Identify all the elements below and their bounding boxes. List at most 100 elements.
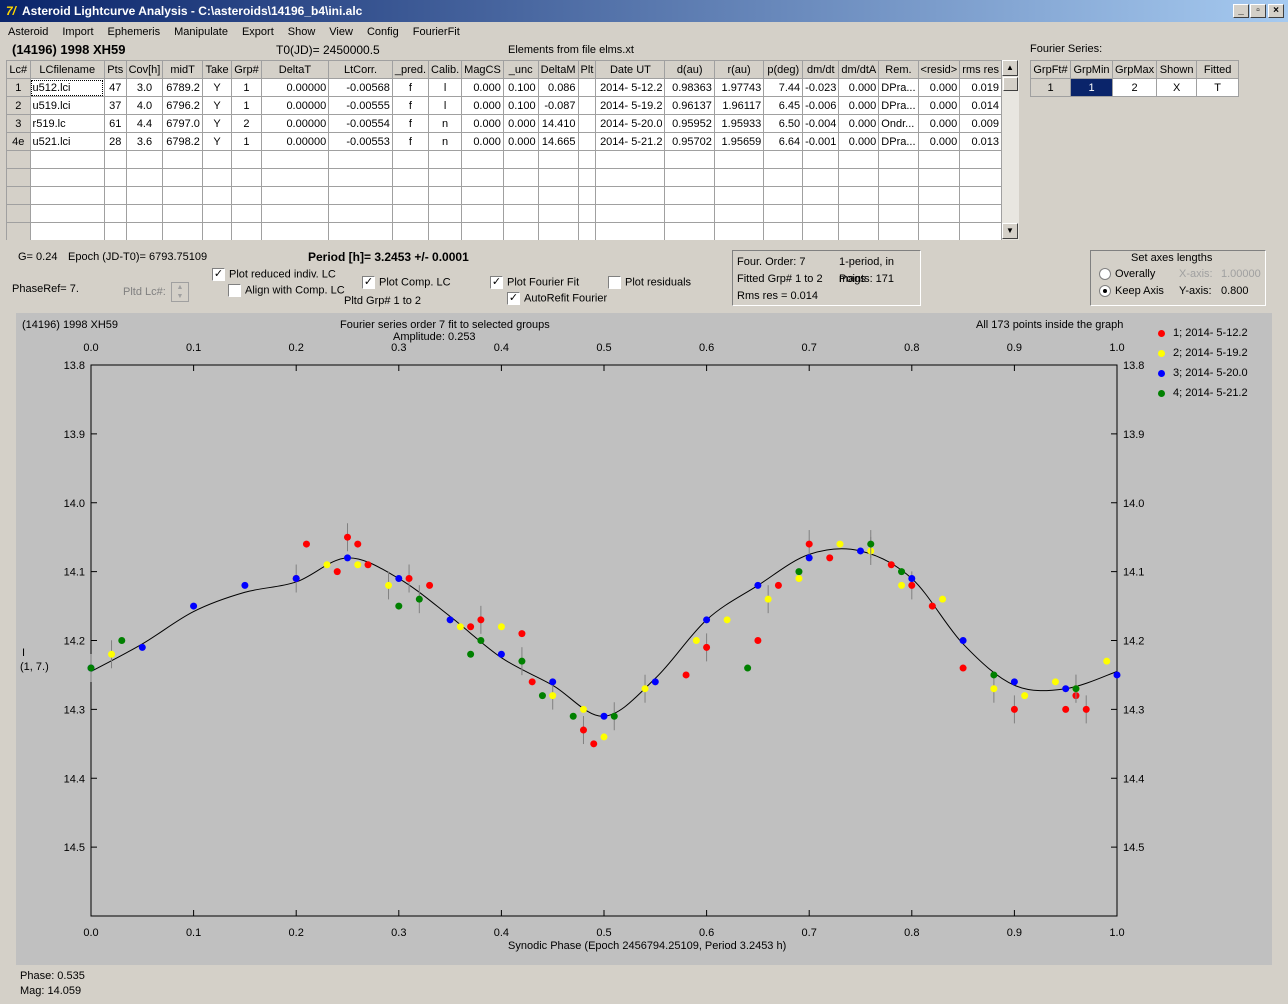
table-cell[interactable]	[428, 186, 463, 205]
table-cell[interactable]	[231, 222, 262, 240]
table-cell[interactable]	[802, 168, 840, 187]
column-header[interactable]: DeltaM	[537, 60, 579, 79]
yaxis-value[interactable]: 0.800	[1221, 285, 1249, 297]
table-cell[interactable]: 6796.2	[162, 96, 203, 115]
table-cell[interactable]: n	[428, 132, 463, 151]
table-cell[interactable]: u519.lci	[29, 96, 105, 115]
column-header[interactable]: Grp#	[231, 60, 262, 79]
table-cell[interactable]	[713, 150, 765, 169]
xaxis-value[interactable]: 1.00000	[1221, 268, 1261, 280]
table-cell[interactable]: 3.6	[125, 132, 164, 151]
table-cell[interactable]	[502, 168, 539, 187]
table-cell[interactable]: -0.087	[537, 96, 579, 115]
menu-export[interactable]: Export	[241, 26, 274, 38]
table-cell[interactable]: 0.000	[461, 78, 504, 97]
column-header[interactable]: Lc#	[6, 60, 31, 79]
scroll-thumb[interactable]	[1003, 77, 1018, 91]
table-cell[interactable]	[162, 222, 203, 240]
table-cell[interactable]: f	[391, 78, 430, 97]
table-cell[interactable]: 7.44	[763, 78, 804, 97]
table-cell[interactable]	[802, 186, 840, 205]
table-row[interactable]	[6, 222, 1002, 240]
plot-residuals-checkbox[interactable]: Plot residuals	[608, 276, 691, 289]
table-cell[interactable]: 0.000	[502, 114, 539, 133]
table-cell[interactable]: DPra...	[878, 78, 919, 97]
table-cell[interactable]: 0.014	[959, 96, 1002, 115]
table-cell[interactable]: T	[1196, 78, 1240, 97]
table-cell[interactable]	[428, 168, 463, 187]
table-cell[interactable]	[29, 186, 105, 205]
table-cell[interactable]: 0.95702	[664, 132, 715, 151]
table-cell[interactable]: 6.50	[763, 114, 804, 133]
scroll-up-icon[interactable]: ▲	[1002, 60, 1018, 76]
table-cell[interactable]: 6.64	[763, 132, 804, 151]
table-cell[interactable]	[917, 150, 961, 169]
table-cell[interactable]: 0.013	[959, 132, 1002, 151]
column-header[interactable]: _pred.	[391, 60, 430, 79]
table-cell[interactable]	[959, 204, 1002, 223]
table-cell[interactable]: u512.lci	[29, 78, 105, 97]
table-cell[interactable]	[802, 150, 840, 169]
table-cell[interactable]: Y	[201, 78, 233, 97]
column-header[interactable]: GrpMax	[1111, 60, 1158, 79]
lightcurve-table[interactable]: Lc# LCfilename Pts Cov[h] midT Take Grp# DeltaT…	[6, 60, 1002, 240]
table-cell[interactable]	[201, 222, 233, 240]
table-cell[interactable]: 0.000	[838, 132, 880, 151]
table-cell[interactable]	[959, 222, 1002, 240]
table-cell[interactable]: 0.019	[959, 78, 1002, 97]
table-cell[interactable]	[201, 204, 233, 223]
table-cell[interactable]: -0.00554	[328, 114, 393, 133]
table-cell[interactable]	[162, 186, 203, 205]
table-cell[interactable]	[802, 222, 840, 240]
table-cell[interactable]: 1	[231, 78, 262, 97]
table-cell[interactable]	[577, 168, 597, 187]
table-cell[interactable]	[125, 222, 164, 240]
table-cell[interactable]: 4.0	[125, 96, 164, 115]
table-cell[interactable]	[461, 204, 504, 223]
table-cell[interactable]: f	[391, 96, 430, 115]
table-cell[interactable]: 14.665	[537, 132, 579, 151]
table-cell[interactable]	[461, 150, 504, 169]
column-header[interactable]: Take	[201, 60, 233, 79]
table-cell[interactable]	[260, 186, 330, 205]
table-cell[interactable]: 0.100	[502, 96, 539, 115]
table-cell[interactable]: Y	[201, 114, 233, 133]
table-cell[interactable]	[461, 222, 504, 240]
table-cell[interactable]	[502, 186, 539, 205]
table-cell[interactable]: 1	[1070, 78, 1113, 97]
table-cell[interactable]: 4.4	[125, 114, 164, 133]
table-cell[interactable]	[537, 150, 579, 169]
table-cell[interactable]	[260, 204, 330, 223]
table-cell[interactable]: l	[428, 96, 463, 115]
window-title-bar[interactable]: Asteroid Lightcurve Analysis - C:\astero…	[0, 0, 1288, 22]
column-header[interactable]: Plt	[577, 60, 597, 79]
table-cell[interactable]	[231, 186, 262, 205]
table-row[interactable]	[6, 150, 1002, 169]
table-cell[interactable]	[103, 168, 127, 187]
table-cell[interactable]	[802, 204, 840, 223]
table-cell[interactable]	[577, 114, 597, 133]
plot-reduced-checkbox[interactable]: ✓ Plot reduced indiv. LC	[212, 268, 336, 281]
table-cell[interactable]	[125, 150, 164, 169]
table-cell[interactable]	[6, 204, 31, 223]
table-cell[interactable]: 2	[231, 114, 262, 133]
table-cell[interactable]	[595, 186, 666, 205]
table-cell[interactable]	[664, 222, 715, 240]
table-cell[interactable]	[713, 222, 765, 240]
table-cell[interactable]	[461, 186, 504, 205]
table-cell[interactable]	[878, 150, 919, 169]
table-cell[interactable]: 0.000	[917, 114, 961, 133]
table-cell[interactable]: Ondr...	[878, 114, 919, 133]
table-cell[interactable]: 61	[103, 114, 127, 133]
table-cell[interactable]: u521.lci	[29, 132, 105, 151]
menu-manipulate[interactable]: Manipulate	[174, 26, 228, 38]
autorefit-checkbox[interactable]: ✓ AutoRefit Fourier	[507, 292, 607, 305]
table-cell[interactable]	[577, 96, 597, 115]
table-cell[interactable]	[537, 186, 579, 205]
table-cell[interactable]	[763, 204, 804, 223]
table-cell[interactable]	[328, 186, 393, 205]
table-cell[interactable]: r519.lc	[29, 114, 105, 133]
table-row[interactable]	[6, 204, 1002, 223]
app-icon[interactable]: 7/	[3, 3, 19, 19]
table-cell[interactable]	[878, 204, 919, 223]
